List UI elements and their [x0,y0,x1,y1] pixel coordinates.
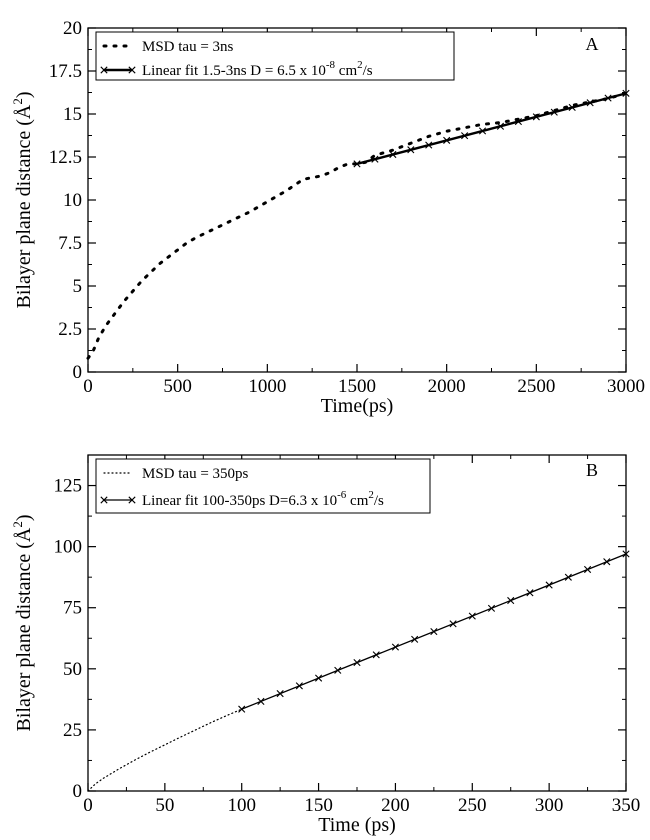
fit-marker [295,682,303,690]
fit-marker [583,565,592,574]
y-tick-label: 25 [63,720,82,741]
fit-marker [545,581,553,589]
legend: MSD tau = 3ns Linear fit 1.5-3ns D = 6.5 … [95,31,455,81]
x-axis-title: Time (ps) [318,814,396,836]
fit-marker [568,103,576,112]
x-tick-label: 500 [163,376,192,397]
panel-letter: B [586,460,598,480]
fit-marker [532,113,540,121]
fit-marker [425,141,433,149]
legend-marker [100,496,108,504]
x-tick-label: 350 [612,795,641,816]
fit-marker [372,651,380,659]
legend-box [95,31,455,81]
series-msd-line [86,91,628,360]
x-tick-label: 50 [155,795,174,816]
legend-marker [100,66,108,74]
fit-marker [443,136,451,144]
fit-marker [496,122,505,130]
x-tick-label: 150 [304,795,333,816]
y-tick-label: 75 [63,598,82,619]
y-tick-label: 20 [63,18,82,39]
series-fit-line [356,92,627,166]
x-tick-label: 200 [381,795,410,816]
fit-marker [411,635,419,643]
x-tick-label: 1000 [248,376,286,397]
legend-label: MSD tau = 350ps [142,466,249,482]
y-tick-label: 15 [63,104,82,125]
fit-marker [468,612,476,620]
fit-marker [371,155,379,163]
y-tick-label: 17.5 [49,61,82,82]
x-tick-label: 2000 [428,376,466,397]
x-tick-label: 300 [535,795,564,816]
legend-marker [128,496,136,504]
y-tick-label: 5 [73,276,83,297]
legend-marker [128,66,136,74]
fit-marker [314,674,323,682]
fit-marker [461,132,469,140]
y-tick-label: 0 [73,362,83,383]
fit-marker [507,596,515,605]
fit-marker [514,117,522,126]
fit-marker [391,643,400,651]
fit-marker [564,573,572,581]
fit-marker [430,627,438,636]
y-axis-title: Bilayer plane distance (Å2) [10,92,35,309]
x-tick-label: 100 [227,795,256,816]
x-tick-label: 0 [83,376,93,397]
legend-label: Linear fit 1.5-3ns D = 6.5 x 10-8 cm2/s [142,59,373,79]
y-tick-label: 50 [63,659,82,680]
panel-b: 0 50 100 150 200 250 300 350 0 25 50 75 100 125 Time (… [10,454,641,836]
fit-marker [478,127,487,135]
legend: MSD tau = 350ps Linear fit 100-350ps D=6.… [95,458,431,514]
x-tick-label: 2500 [517,376,555,397]
y-tick-label: 12.5 [49,147,82,168]
x-tick-label: 250 [458,795,487,816]
fit-marker [238,705,246,713]
fit-marker [622,550,630,558]
fit-marker [334,666,342,674]
x-axis-title: Time(ps) [321,395,394,417]
fit-marker [389,150,397,159]
x-tick-label: 0 [83,795,93,816]
legend-label: Linear fit 100-350ps D=6.3 x 10-6 cm2/s [142,489,384,509]
fit-marker [449,620,457,628]
fit-marker [276,690,284,698]
y-tick-label: 10 [63,190,82,211]
fit-marker [257,697,265,705]
y-tick-label: 2.5 [58,319,82,340]
legend-box [95,458,431,514]
fit-marker [487,604,496,612]
fit-marker [353,658,361,667]
y-tick-label: 125 [54,476,83,497]
panel-letter: A [586,34,599,54]
y-tick-label: 7.5 [58,233,82,254]
fit-marker [353,160,361,168]
fit-marker [622,89,630,97]
fit-marker [526,589,534,597]
fit-marker [604,94,612,102]
fit-marker [603,558,611,566]
fit-marker [407,146,415,154]
x-tick-label: 1500 [338,376,376,397]
panel-a: 0 500 1000 1500 2000 2500 3000 0 2.5 5 7.5 10 12.5 15… [10,18,645,417]
fit-marker [550,108,558,116]
y-axis-title: Bilayer plane distance (Å2) [10,515,35,732]
x-tick-label: 3000 [607,376,645,397]
y-tick-label: 100 [54,537,83,558]
series-msd-line [87,708,243,792]
fit-marker [586,99,594,107]
y-tick-label: 0 [73,781,83,802]
legend-label: MSD tau = 3ns [142,39,234,55]
